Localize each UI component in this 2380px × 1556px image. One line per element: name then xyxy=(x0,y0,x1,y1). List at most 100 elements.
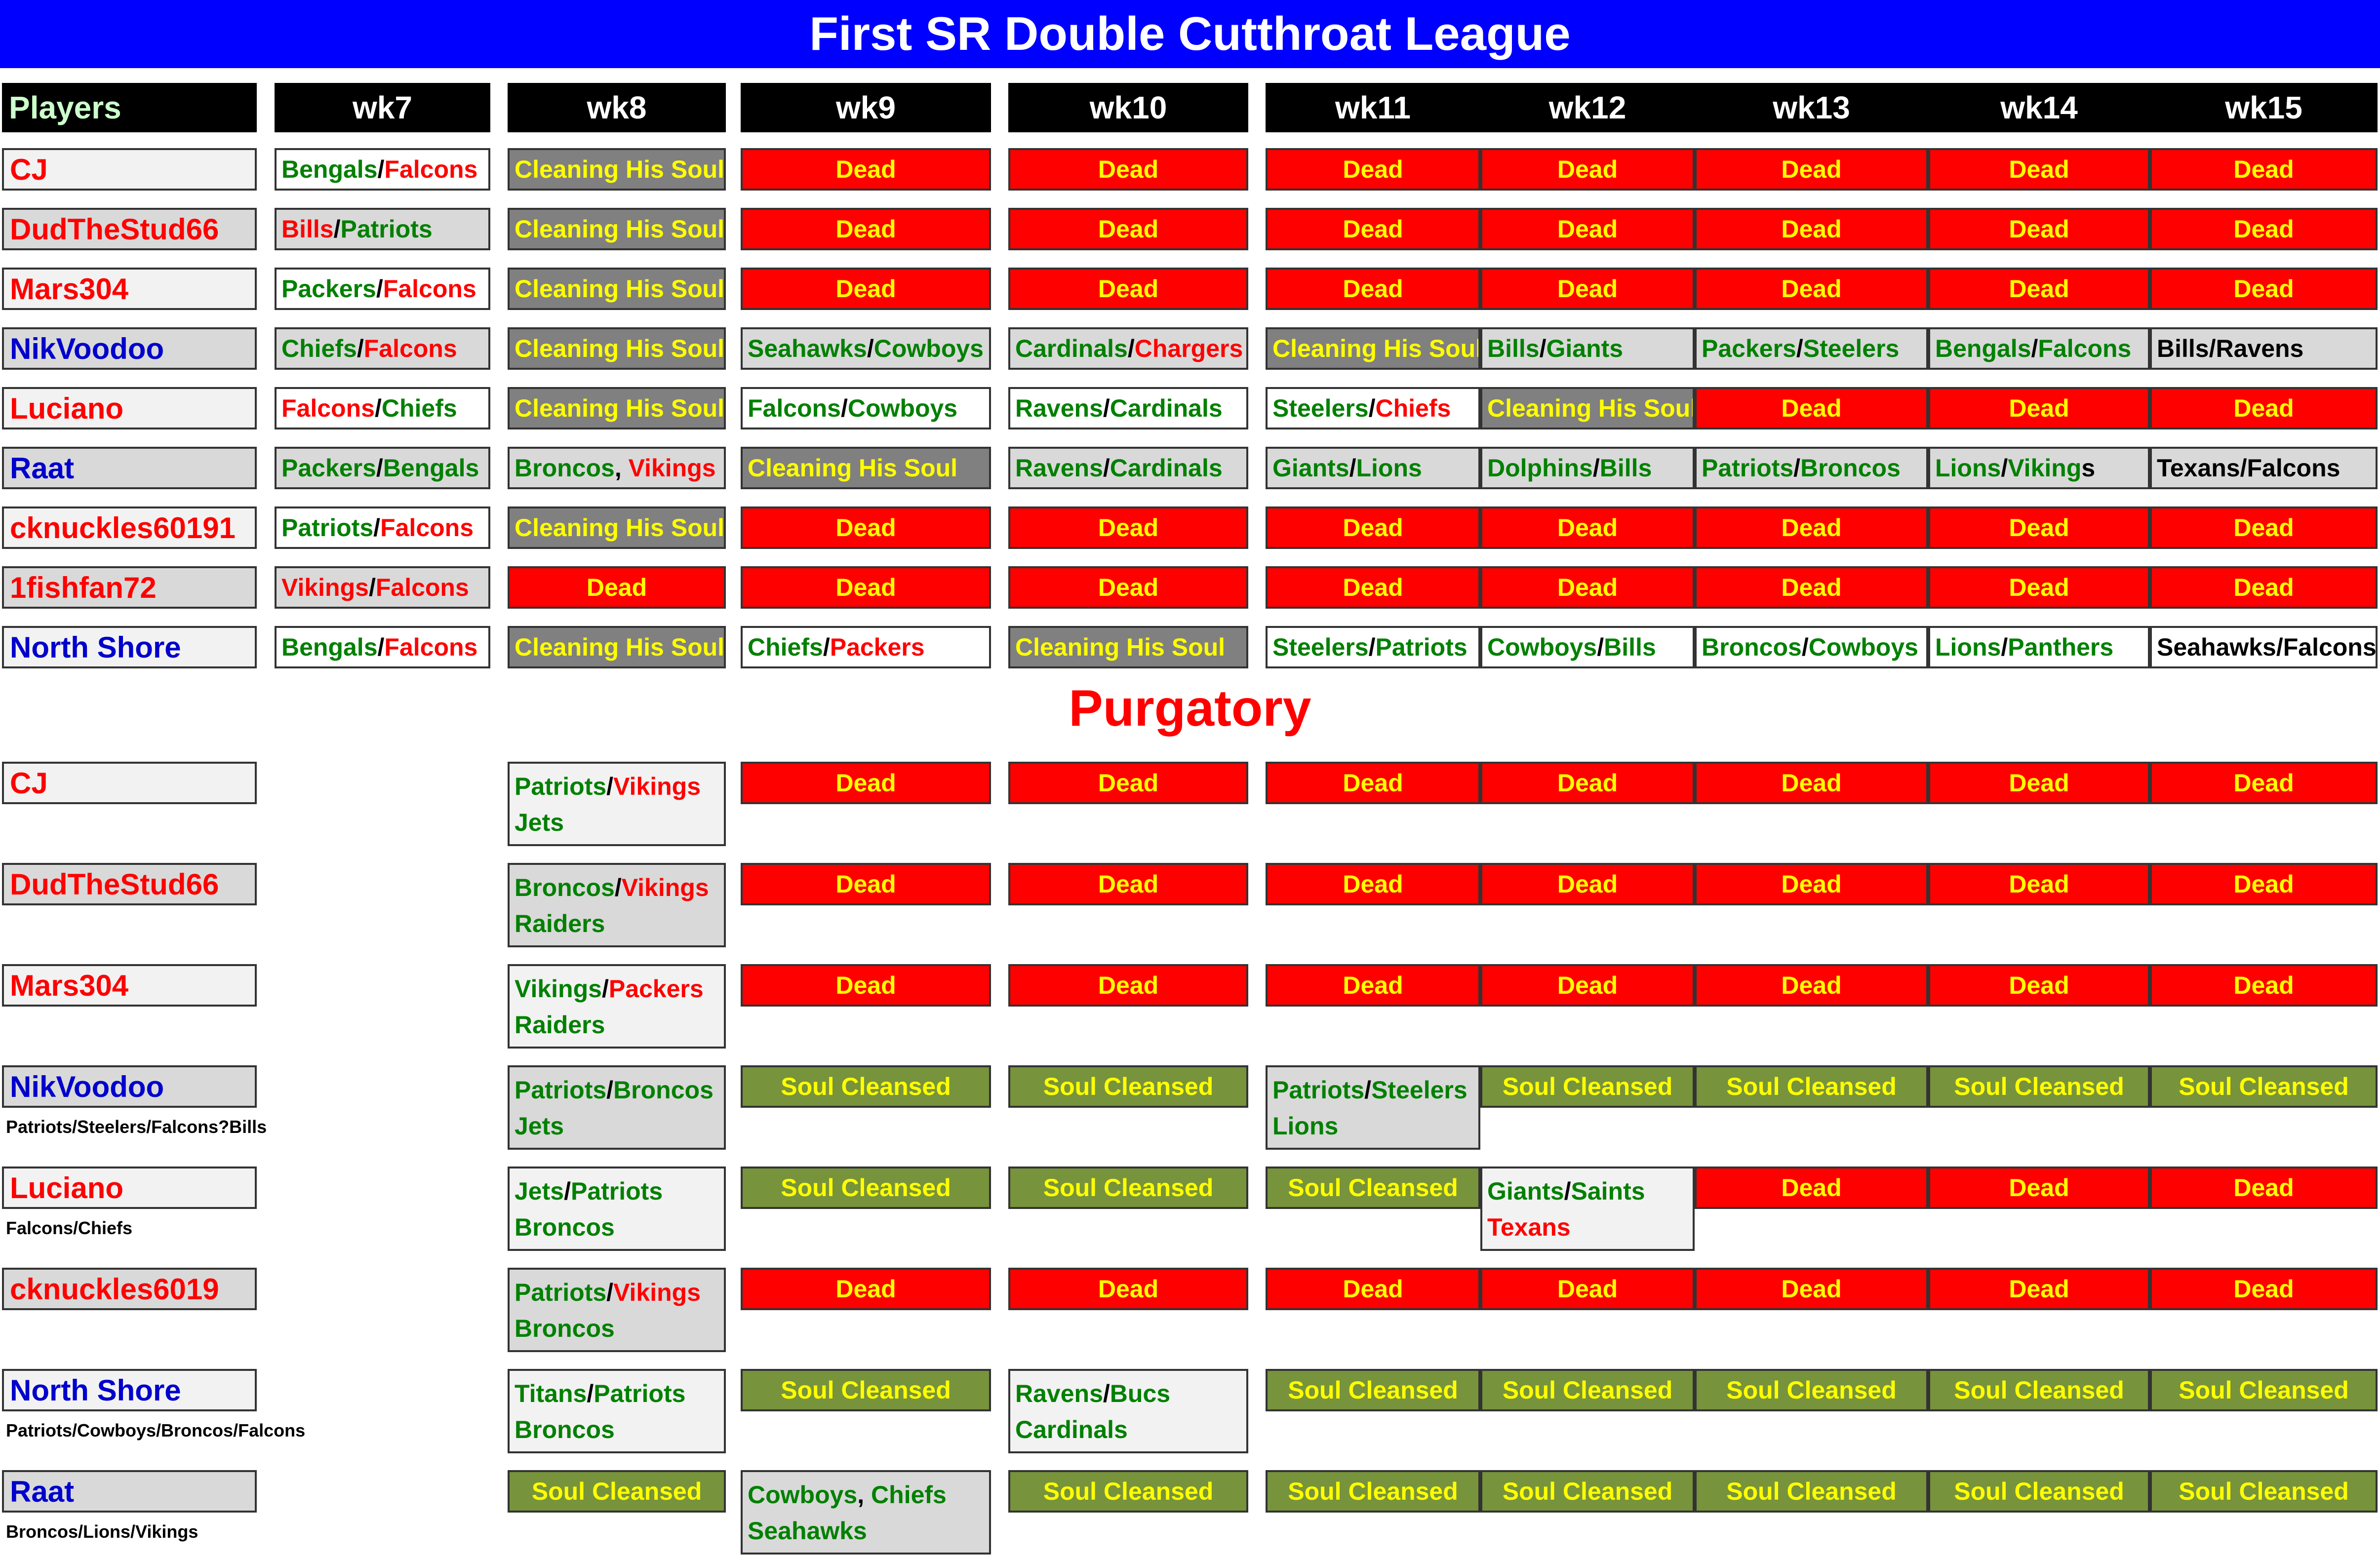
player-note: Falcons/Chiefs xyxy=(6,1218,133,1238)
dead-cell: Dead xyxy=(1266,964,1480,1007)
pick-line: Bengals/Falcons xyxy=(1935,331,2143,367)
pick-line: Patriots/Broncos xyxy=(515,1072,719,1108)
pick-line: Steelers/Patriots xyxy=(1272,629,1473,665)
dead-cell: Dead xyxy=(2150,1268,2378,1310)
team-name: / xyxy=(2001,454,2008,482)
week-header-wk12: wk12 xyxy=(1480,83,1695,132)
team-name: / xyxy=(1364,1076,1372,1104)
dead-cell: Dead xyxy=(1480,208,1695,250)
team-name: / xyxy=(606,1076,614,1104)
pick-cell: Giants/Lions xyxy=(1266,447,1480,489)
pick-line: Cowboys/Bills xyxy=(1487,629,1688,665)
pick-cell: Steelers/Patriots xyxy=(1266,626,1480,668)
team-name: Packers xyxy=(608,975,704,1003)
purgatory-pick-cell: Patriots/Steelers Lions xyxy=(1266,1065,1480,1150)
pick-line: Packers/Bengals xyxy=(281,450,483,486)
team-name: Falcons xyxy=(363,334,457,362)
team-name: Chiefs xyxy=(871,1481,947,1509)
pick-line: Giants/Lions xyxy=(1272,450,1473,486)
team-name: Cardinals xyxy=(1110,454,1223,482)
dead-cell: Dead xyxy=(1266,268,1480,310)
pick-cell: Patriots/Falcons xyxy=(275,506,490,549)
pick-line: Bills/Ravens xyxy=(2157,331,2371,367)
team-name: Cardinals xyxy=(1015,1415,1128,1443)
team-name: Cardinals xyxy=(1015,334,1128,362)
soul-cleansed-cell: Soul Cleansed xyxy=(1266,1369,1480,1411)
soul-cleansed-cell: Soul Cleansed xyxy=(1008,1167,1248,1209)
soul-cleansed-cell: Soul Cleansed xyxy=(2150,1065,2378,1108)
week-header-wk8: wk8 xyxy=(508,83,726,132)
team-name: Falcons xyxy=(384,633,478,661)
team-name: / xyxy=(1793,454,1801,482)
team-name: / xyxy=(1597,633,1604,661)
cleaning-cell: Cleaning His Soul xyxy=(1266,327,1480,370)
dead-cell: Dead xyxy=(1928,566,2150,609)
purgatory-player-name: Raat xyxy=(2,1470,257,1513)
team-name: / xyxy=(601,975,609,1003)
pick-cell: Steelers/Chiefs xyxy=(1266,387,1480,429)
cleaning-cell: Cleaning His Soul xyxy=(741,447,991,489)
team-name: / xyxy=(1127,334,1135,362)
cleaning-cell: Cleaning His Soul xyxy=(1480,387,1695,429)
team-name: Broncos xyxy=(515,874,615,901)
team-name: Patriots xyxy=(515,1279,607,1306)
team-name: Broncos xyxy=(1702,633,1802,661)
dead-cell: Dead xyxy=(1266,762,1480,804)
team-name: Patriots xyxy=(340,215,433,243)
team-name: Ravens xyxy=(1015,454,1103,482)
dead-cell: Dead xyxy=(1008,1268,1248,1310)
dead-cell: Dead xyxy=(741,863,991,905)
dead-cell: Dead xyxy=(741,268,991,310)
week-header-wk10: wk10 xyxy=(1008,83,1248,132)
team-name: Raiders xyxy=(515,909,605,937)
team-name: Chiefs xyxy=(381,394,457,422)
dead-cell: Dead xyxy=(1008,863,1248,905)
pick-line: Bills/Giants xyxy=(1487,331,1688,367)
team-name: Patriots xyxy=(594,1380,686,1407)
team-name: Lions xyxy=(1935,633,2001,661)
team-name: Seahawks xyxy=(748,1517,867,1545)
team-name: / xyxy=(840,394,848,422)
soul-cleansed-cell: Soul Cleansed xyxy=(1695,1065,1928,1108)
pick-line: Patriots/Steelers xyxy=(1272,1072,1473,1108)
pick-cell: Packers/Bengals xyxy=(275,447,490,489)
team-name: Packers xyxy=(281,274,376,303)
pick-line: Packers/Steelers xyxy=(1702,331,1921,367)
dead-cell: Dead xyxy=(1008,208,1248,250)
dead-cell: Dead xyxy=(741,566,991,609)
pick-line: Broncos/Vikings xyxy=(515,870,719,906)
soul-cleansed-cell: Soul Cleansed xyxy=(1008,1470,1248,1513)
team-name: / xyxy=(1592,454,1600,482)
dead-cell: Dead xyxy=(1480,566,1695,609)
cleaning-cell: Cleaning His Soul xyxy=(508,268,726,310)
team-name: Chargers xyxy=(1134,334,1243,362)
team-name: Panthers xyxy=(2008,633,2114,661)
pick-cell: Bills/Patriots xyxy=(275,208,490,250)
dead-cell: Dead xyxy=(1928,387,2150,429)
cleaning-cell: Cleaning His Soul xyxy=(508,387,726,429)
pick-line: Lions/Panthers xyxy=(1935,629,2143,665)
dead-cell: Dead xyxy=(1480,964,1695,1007)
purgatory-player-name: cknuckles6019 xyxy=(2,1268,257,1310)
purgatory-pick-cell: Titans/Patriots Broncos xyxy=(508,1369,726,1453)
dead-cell: Dead xyxy=(741,148,991,191)
team-name: Ravens xyxy=(1015,1380,1103,1407)
team-name: Vikings xyxy=(281,573,369,601)
soul-cleansed-cell: Soul Cleansed xyxy=(1695,1369,1928,1411)
purgatory-player-name: Mars304 xyxy=(2,964,257,1007)
team-name: Giants xyxy=(1272,454,1349,482)
team-name: Falcons xyxy=(2038,334,2132,362)
team-name: Cowboys xyxy=(1808,633,1918,661)
team-name: / xyxy=(1564,1177,1571,1205)
pick-cell: Falcons/Cowboys xyxy=(741,387,991,429)
team-name: / xyxy=(357,334,364,362)
team-name: Texans/Falcons xyxy=(2157,454,2340,482)
team-name: Patriots xyxy=(281,513,374,542)
dead-cell: Dead xyxy=(1695,506,1928,549)
team-name: , xyxy=(614,454,629,482)
week-header-wk9: wk9 xyxy=(741,83,991,132)
pick-line: Seahawks xyxy=(748,1513,984,1549)
team-name: / xyxy=(587,1380,594,1407)
pick-line: Jets xyxy=(515,1108,719,1144)
pick-line: Broncos xyxy=(515,1209,719,1245)
